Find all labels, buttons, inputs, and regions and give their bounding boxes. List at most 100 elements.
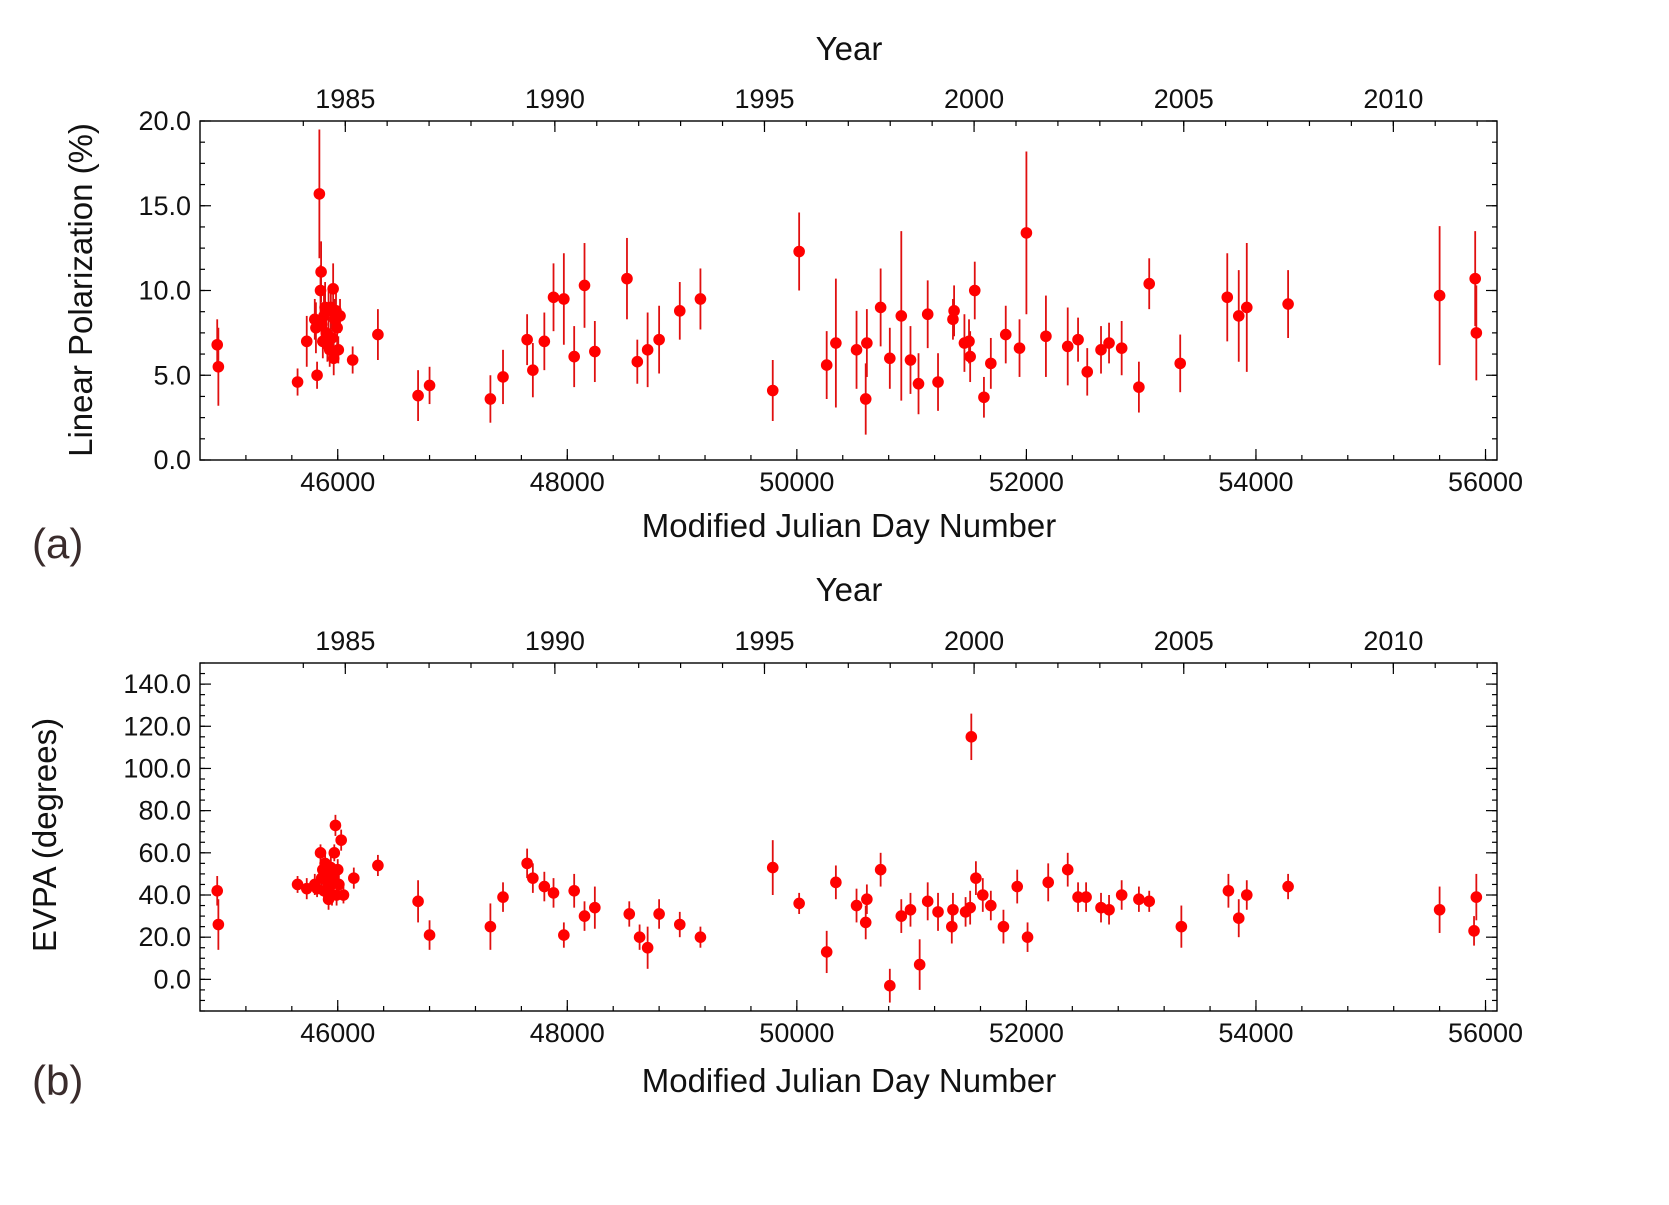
year-tick-label: 2000	[944, 626, 1004, 656]
data-point	[985, 899, 997, 912]
data-point	[1021, 931, 1034, 943]
year-tick-label: 2000	[944, 84, 1004, 114]
data-point	[968, 284, 981, 297]
year-tick-label: 1990	[525, 626, 585, 656]
data-point	[326, 332, 338, 344]
data-point	[850, 899, 863, 912]
panel-b-evpa: Year 1985 1990 1995 2000 2005 2010 46000 48000…	[26, 571, 1523, 1104]
data-point	[895, 310, 908, 322]
data-point	[997, 920, 1010, 933]
data-point	[327, 283, 339, 295]
data-point	[985, 357, 997, 370]
data-point	[348, 872, 360, 884]
data-point	[412, 389, 424, 402]
data-point	[904, 354, 917, 366]
y-tick-label: 120.0	[123, 711, 191, 741]
data-point	[631, 355, 644, 368]
data-point	[766, 384, 779, 397]
data-point	[484, 920, 497, 933]
y-tick-label: 140.0	[123, 669, 191, 699]
data-point	[859, 916, 872, 929]
y-tick-label: 100.0	[123, 753, 191, 783]
data-point	[423, 929, 436, 941]
data-point	[331, 863, 344, 876]
year-tick-label: 2005	[1154, 626, 1214, 656]
y-tick-label: 10.0	[138, 276, 191, 306]
year-tick-label: 1995	[734, 626, 794, 656]
y-tick-label: 20.0	[138, 922, 191, 952]
data-point	[578, 279, 591, 292]
panel-label: (b)	[32, 1057, 83, 1104]
data-point	[641, 941, 654, 954]
year-tick-label: 1990	[525, 84, 585, 114]
data-point	[497, 371, 509, 383]
data-point	[830, 876, 842, 889]
plot-frame	[199, 120, 1498, 461]
data-point	[332, 344, 345, 356]
data-point	[947, 313, 959, 326]
data-point	[820, 359, 833, 371]
data-point	[1013, 342, 1026, 354]
y-tick-label: 40.0	[138, 880, 191, 910]
x-tick-label: 50000	[759, 1018, 834, 1048]
plot-frame	[199, 662, 1498, 1012]
data-point	[673, 305, 686, 317]
data-point	[1175, 920, 1188, 933]
data-point	[1040, 330, 1052, 343]
data-point	[1282, 298, 1294, 310]
data-point	[423, 379, 436, 392]
data-point	[568, 884, 580, 897]
y-tick-label: 20.0	[138, 106, 191, 136]
data-point	[963, 335, 975, 348]
data-point	[1470, 891, 1483, 903]
data-point	[621, 272, 633, 285]
data-point	[1143, 895, 1156, 908]
year-tick-label: 2005	[1154, 84, 1214, 114]
data-point	[1143, 277, 1156, 290]
data-point	[653, 333, 665, 346]
data-point	[946, 920, 958, 933]
y-tick-label: 80.0	[138, 796, 191, 826]
data-point	[1103, 337, 1115, 349]
y-tick-label: 5.0	[153, 360, 191, 390]
data-point	[328, 847, 341, 859]
data-point	[921, 895, 934, 908]
data-point	[568, 350, 580, 363]
data-point	[314, 284, 327, 297]
data-point	[904, 903, 917, 916]
data-point	[1072, 333, 1084, 346]
x-tick-label: 48000	[530, 467, 605, 497]
top-axis-label: Year	[816, 30, 883, 67]
data-point	[1061, 863, 1074, 876]
data-point	[1081, 366, 1094, 378]
data-point	[850, 344, 863, 356]
data-point	[1133, 381, 1145, 393]
data-point	[1282, 880, 1294, 893]
x-tick-label: 46000	[300, 467, 375, 497]
data-point	[333, 878, 345, 891]
data-point	[830, 337, 842, 349]
data-point	[1468, 925, 1480, 937]
data-point	[311, 369, 323, 382]
x-tick-label: 48000	[530, 1018, 605, 1048]
data-point	[412, 895, 424, 908]
data-point	[1222, 884, 1235, 897]
y-axis-label: EVPA (degrees)	[26, 718, 63, 952]
data-point	[315, 266, 327, 278]
x-tick-label: 52000	[989, 1018, 1064, 1048]
data-point	[1042, 876, 1055, 889]
data-point	[633, 931, 646, 943]
data-point	[211, 338, 224, 351]
x-tick-label: 56000	[1448, 1018, 1523, 1048]
data-point	[337, 889, 350, 901]
data-point	[1240, 889, 1253, 901]
data-point	[1011, 880, 1024, 893]
data-point	[1103, 903, 1115, 916]
data-point	[932, 376, 944, 388]
data-point	[861, 893, 873, 906]
data-point	[547, 887, 560, 899]
x-tick-label: 56000	[1448, 467, 1523, 497]
data-point	[527, 364, 539, 376]
data-point	[1020, 227, 1033, 239]
data-point	[372, 859, 384, 872]
